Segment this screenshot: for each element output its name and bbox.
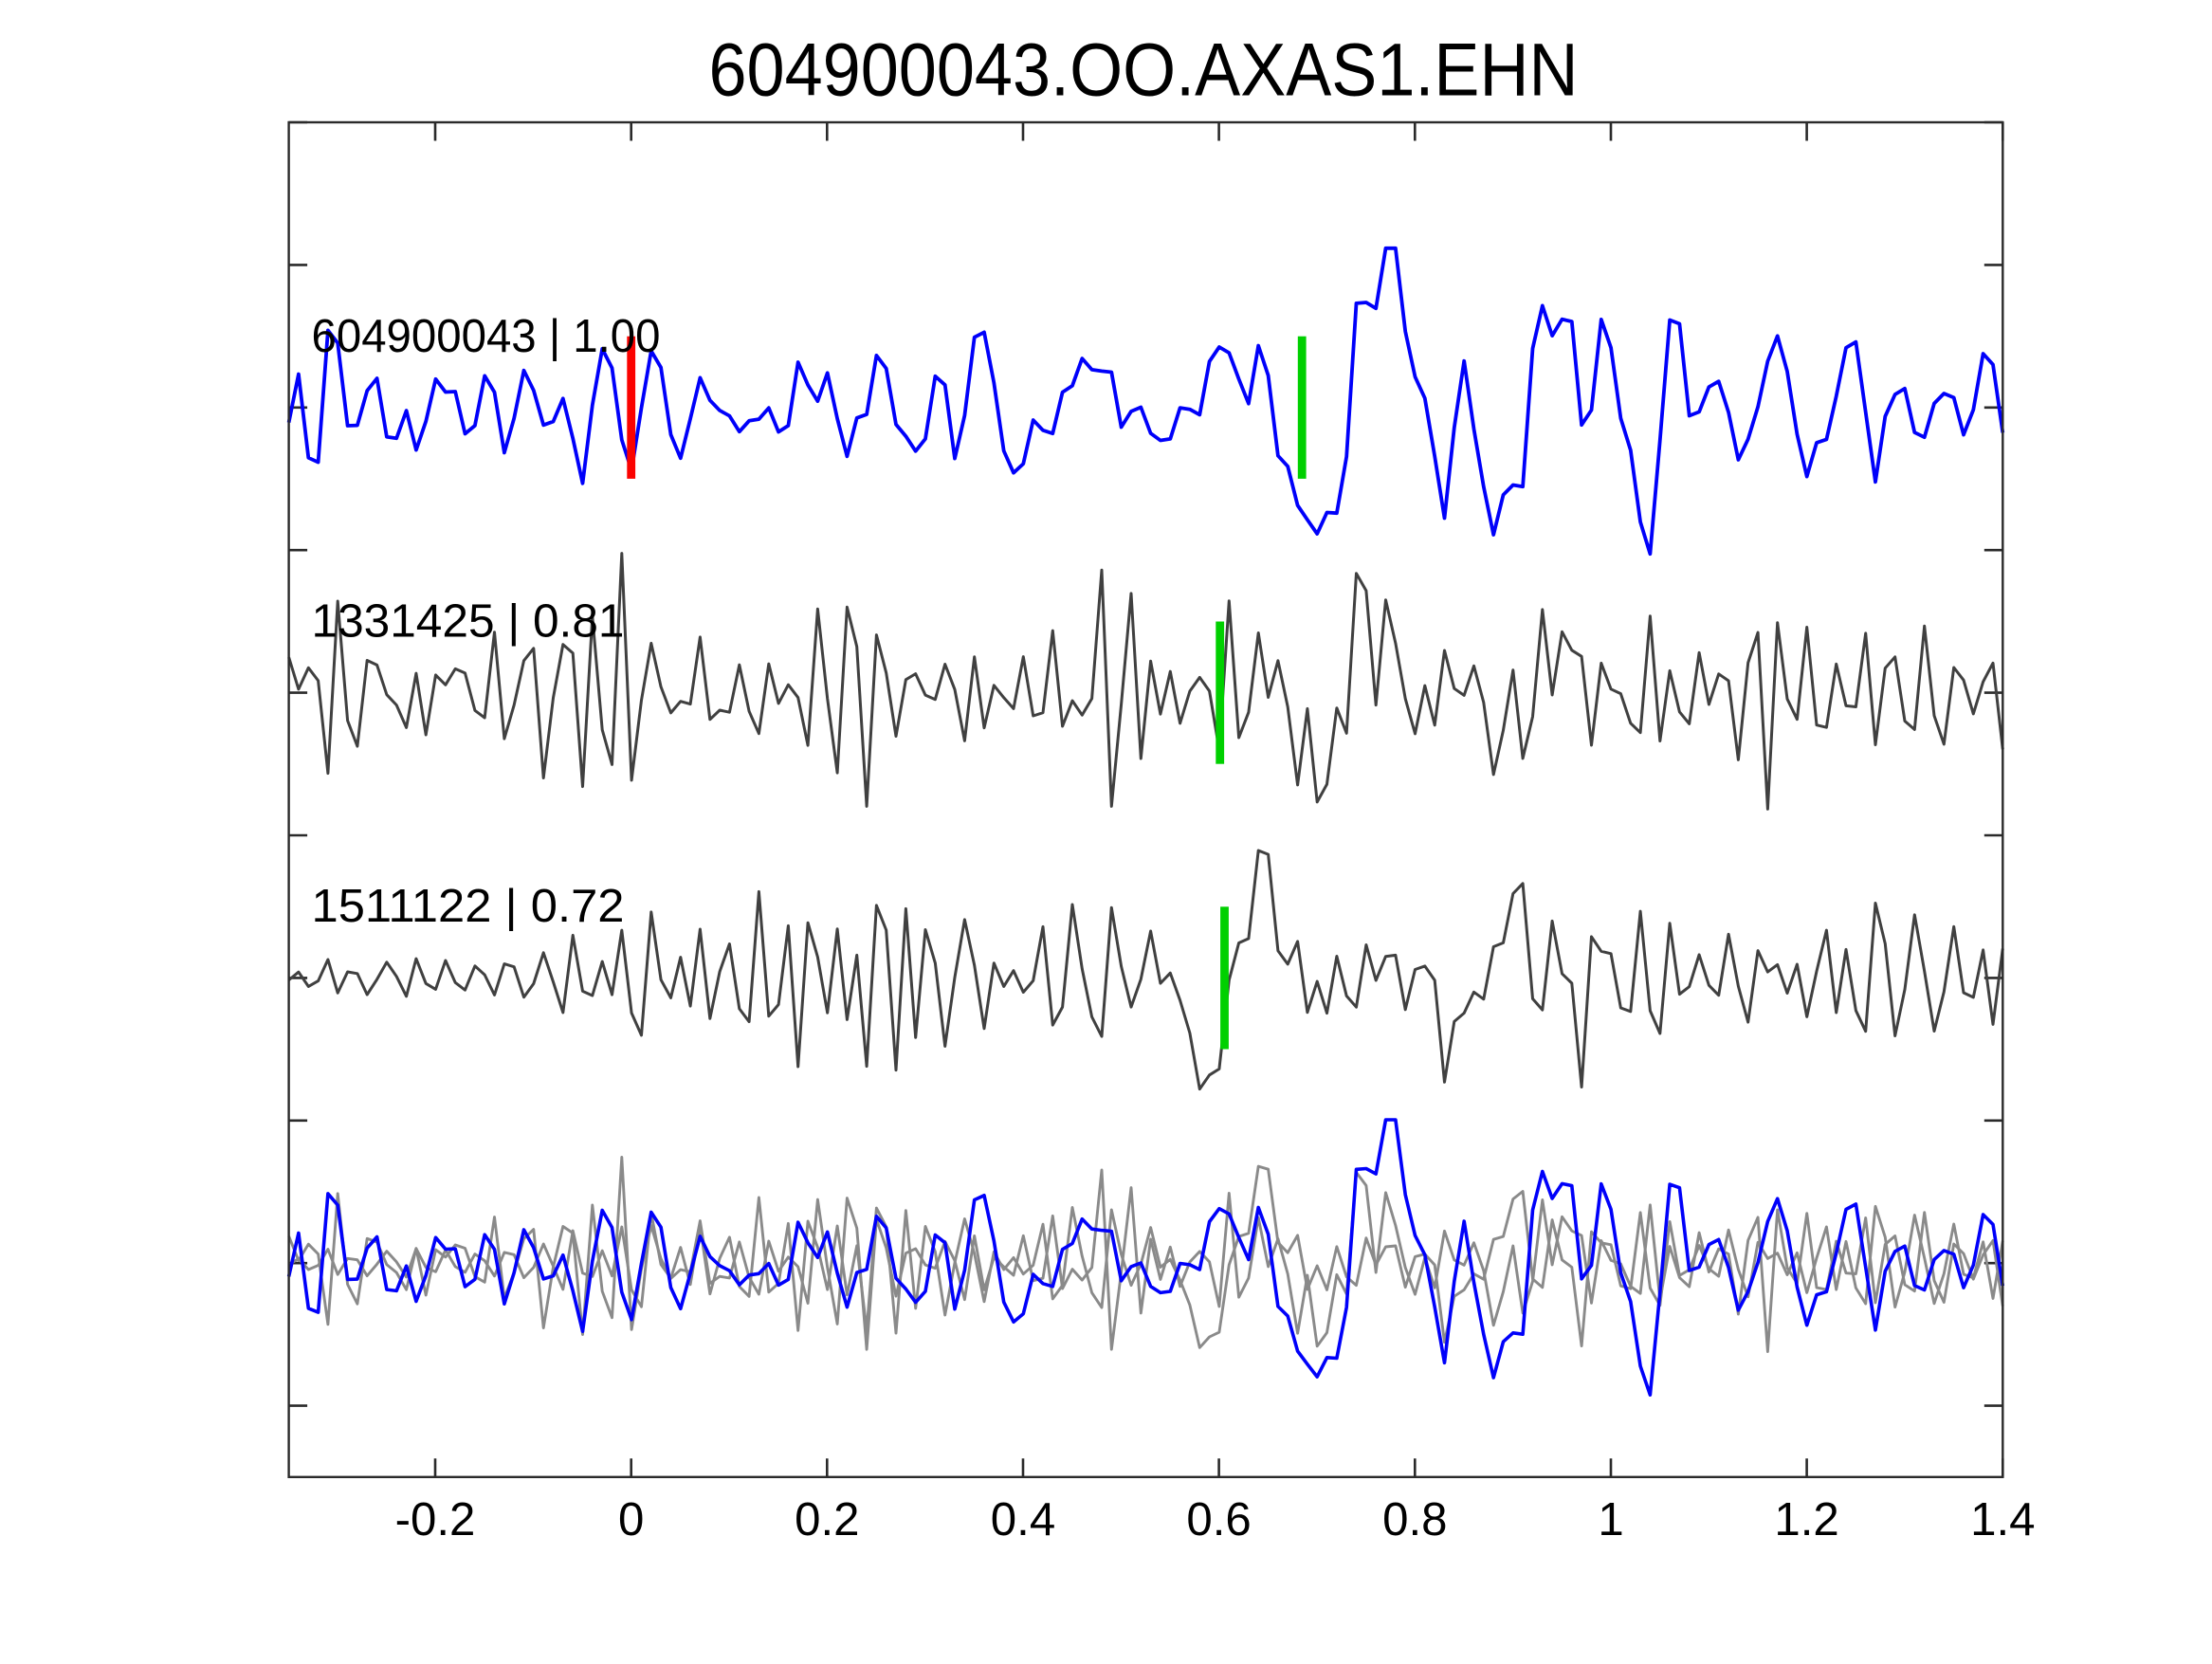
svg-text:0.4: 0.4 bbox=[991, 1493, 1055, 1545]
svg-text:0.8: 0.8 bbox=[1382, 1493, 1447, 1545]
svg-text:0.2: 0.2 bbox=[795, 1493, 859, 1545]
svg-text:0: 0 bbox=[618, 1493, 644, 1545]
svg-text:1331425 | 0.81: 1331425 | 0.81 bbox=[312, 595, 625, 648]
svg-text:604900043 | 1.00: 604900043 | 1.00 bbox=[312, 310, 661, 362]
svg-text:604900043.OO.AXAS1.EHN: 604900043.OO.AXAS1.EHN bbox=[709, 28, 1579, 112]
svg-text:-0.2: -0.2 bbox=[395, 1493, 476, 1545]
svg-text:1511122 | 0.72: 1511122 | 0.72 bbox=[312, 880, 625, 932]
svg-text:1.2: 1.2 bbox=[1774, 1493, 1838, 1545]
svg-text:1.4: 1.4 bbox=[1970, 1493, 2035, 1545]
svg-text:1: 1 bbox=[1598, 1493, 1623, 1545]
svg-text:0.6: 0.6 bbox=[1186, 1493, 1251, 1545]
